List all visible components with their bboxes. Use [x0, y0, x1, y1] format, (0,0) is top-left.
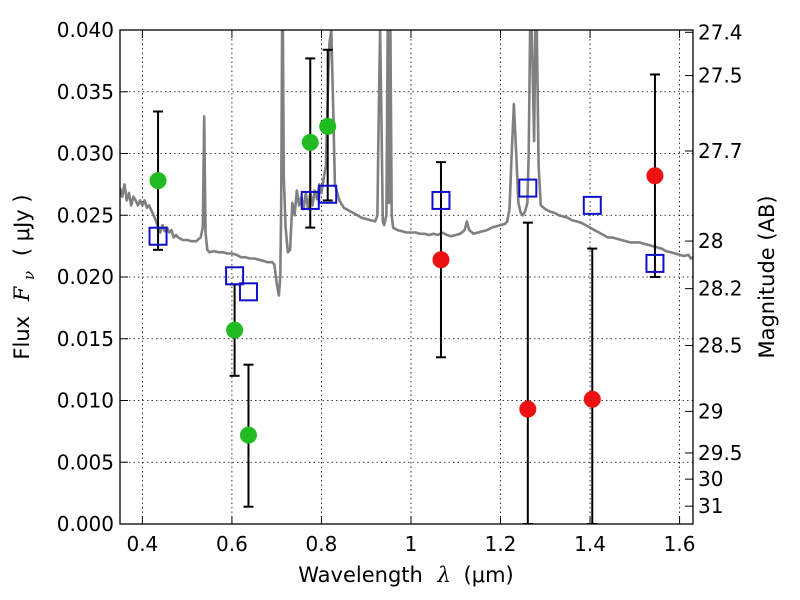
data-markers [148, 117, 665, 444]
y-axis-subscript: ν [20, 271, 38, 280]
mag-tick-label: 27.4 [698, 20, 743, 44]
x-tick-label: 1.2 [485, 532, 517, 556]
y-tick-label: 0.040 [57, 18, 114, 42]
model-square-marker [148, 226, 168, 246]
x-tick-label: 1.6 [664, 532, 696, 556]
mag-tick-label: 27.7 [698, 139, 743, 163]
x-tick-label: 0.4 [126, 532, 158, 556]
y-tick-label: 0.035 [57, 80, 114, 104]
y-axis-symbol: F [10, 285, 34, 302]
photometry-point [226, 321, 244, 339]
model-square-marker [225, 266, 245, 286]
mag-tick-label: 28.2 [698, 277, 743, 301]
y-tick-label: 0.025 [57, 203, 114, 227]
x-tick-label: 1 [405, 532, 418, 556]
mag-tick-label: 31 [698, 494, 723, 518]
x-axis-label: Wavelength [298, 563, 423, 587]
spectrum-line [120, 30, 693, 297]
model-square-marker [518, 178, 538, 198]
axis-ticks: 0.4 0.6 0.8 1 1.2 1.4 1.6 0.000 0.005 0.010 0.015 0… [57, 18, 743, 556]
y-axis-title: Flux F ν ( μJy ) [10, 194, 39, 359]
mag-tick-label: 29 [698, 399, 723, 423]
y-axis-label: Flux [10, 316, 34, 360]
photometry-point [583, 390, 601, 408]
x-tick-label: 0.6 [216, 532, 248, 556]
mag-tick-label: 27.5 [698, 64, 743, 88]
model-square-marker [645, 253, 665, 273]
y-tick-label: 0.000 [57, 512, 114, 536]
photometry-point [149, 172, 167, 190]
y-tick-label: 0.010 [57, 389, 114, 413]
model-spectrum [120, 30, 693, 297]
mag-tick-label: 29.5 [698, 441, 743, 465]
photometry-point [432, 251, 450, 269]
y-axis-unit: ( μJy ) [10, 194, 34, 256]
mag-tick-label: 28.5 [698, 333, 743, 357]
photometry-point [319, 117, 337, 135]
x-axis-unit: (μm) [464, 563, 514, 587]
x-axis-symbol: λ [437, 563, 451, 587]
photometry-point [301, 133, 319, 151]
y-tick-label: 0.030 [57, 142, 114, 166]
mag-tick-label: 30 [698, 467, 723, 491]
y-tick-label: 0.020 [57, 265, 114, 289]
y2-axis-title: Magnitude (AB) [755, 195, 779, 358]
x-tick-label: 0.8 [306, 532, 338, 556]
photometry-point [519, 400, 537, 418]
mag-tick-label: 28 [698, 229, 723, 253]
x-axis-title: Wavelength λ (μm) [298, 563, 513, 587]
x-tick-label: 1.4 [574, 532, 606, 556]
model-square-marker [318, 184, 338, 204]
y-tick-label: 0.015 [57, 327, 114, 351]
model-square-marker [238, 282, 258, 302]
photometry-point [239, 426, 257, 444]
model-square-marker [431, 190, 451, 210]
y-tick-label: 0.005 [57, 450, 114, 474]
photometry-point [646, 167, 664, 185]
model-square-marker [582, 195, 602, 215]
